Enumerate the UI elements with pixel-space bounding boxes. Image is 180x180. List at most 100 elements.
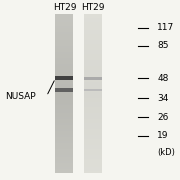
Bar (55, 24, 73, 26)
Bar (55, 105, 73, 108)
Bar (55, 171, 73, 173)
Bar (84, 117, 102, 120)
Bar (84, 32, 102, 34)
Bar (84, 96, 102, 98)
Bar (55, 163, 73, 165)
Bar (84, 105, 102, 108)
Bar (55, 137, 73, 139)
Bar (84, 113, 102, 116)
Bar (55, 96, 73, 98)
Text: 85: 85 (157, 41, 169, 50)
Bar (55, 113, 73, 116)
Bar (84, 26, 102, 28)
Bar (55, 86, 73, 88)
Bar (55, 109, 73, 112)
Bar (55, 159, 73, 161)
Bar (84, 98, 102, 100)
Bar (55, 115, 73, 118)
Bar (84, 102, 102, 104)
Bar (55, 34, 73, 36)
Bar (55, 119, 73, 122)
Bar (55, 68, 73, 70)
Bar (84, 103, 102, 106)
Bar (55, 56, 73, 58)
Bar (55, 127, 73, 129)
Text: (kD): (kD) (157, 148, 175, 157)
Bar (84, 58, 102, 60)
Bar (55, 16, 73, 19)
Bar (55, 90, 73, 92)
Text: HT29: HT29 (81, 3, 105, 12)
Bar (84, 18, 102, 21)
Bar (55, 131, 73, 133)
Bar (84, 167, 102, 169)
Bar (84, 155, 102, 157)
Bar (84, 169, 102, 171)
FancyBboxPatch shape (84, 14, 102, 173)
Bar (55, 20, 73, 22)
Text: 48: 48 (157, 74, 169, 83)
Bar (55, 133, 73, 135)
Bar (55, 161, 73, 163)
Bar (55, 54, 73, 56)
Bar (84, 92, 102, 94)
Bar (55, 139, 73, 141)
Bar (84, 74, 102, 76)
Bar (84, 16, 102, 19)
Bar (84, 48, 102, 50)
Bar (84, 135, 102, 137)
Bar (84, 64, 102, 66)
Bar (84, 127, 102, 129)
Bar (84, 68, 102, 70)
Bar (55, 103, 73, 106)
FancyBboxPatch shape (84, 89, 102, 91)
Bar (84, 20, 102, 22)
Bar (84, 14, 102, 17)
Bar (84, 40, 102, 42)
Bar (55, 70, 73, 72)
Bar (84, 125, 102, 127)
Bar (84, 70, 102, 72)
Bar (84, 30, 102, 32)
Bar (55, 98, 73, 100)
Bar (55, 28, 73, 30)
FancyBboxPatch shape (55, 88, 73, 92)
Bar (55, 40, 73, 42)
Bar (84, 143, 102, 145)
Bar (55, 60, 73, 62)
Bar (84, 82, 102, 84)
Bar (55, 151, 73, 153)
Text: 26: 26 (157, 112, 169, 122)
Bar (55, 42, 73, 44)
Bar (84, 149, 102, 151)
Bar (55, 74, 73, 76)
Bar (84, 54, 102, 56)
Bar (55, 111, 73, 114)
Bar (84, 165, 102, 167)
Bar (84, 109, 102, 112)
Bar (55, 18, 73, 21)
Bar (84, 100, 102, 102)
Bar (84, 24, 102, 26)
Bar (55, 107, 73, 110)
Bar (84, 84, 102, 86)
Bar (55, 52, 73, 54)
Bar (55, 46, 73, 48)
Bar (55, 50, 73, 52)
Bar (84, 60, 102, 62)
Bar (84, 147, 102, 149)
Bar (84, 44, 102, 46)
Bar (55, 72, 73, 74)
Bar (84, 66, 102, 68)
Bar (55, 38, 73, 40)
Bar (55, 155, 73, 157)
Bar (55, 82, 73, 84)
Bar (84, 50, 102, 52)
Bar (84, 141, 102, 143)
Bar (55, 123, 73, 125)
Bar (84, 121, 102, 123)
Bar (55, 62, 73, 64)
Bar (84, 153, 102, 155)
Bar (84, 86, 102, 88)
Bar (55, 121, 73, 123)
